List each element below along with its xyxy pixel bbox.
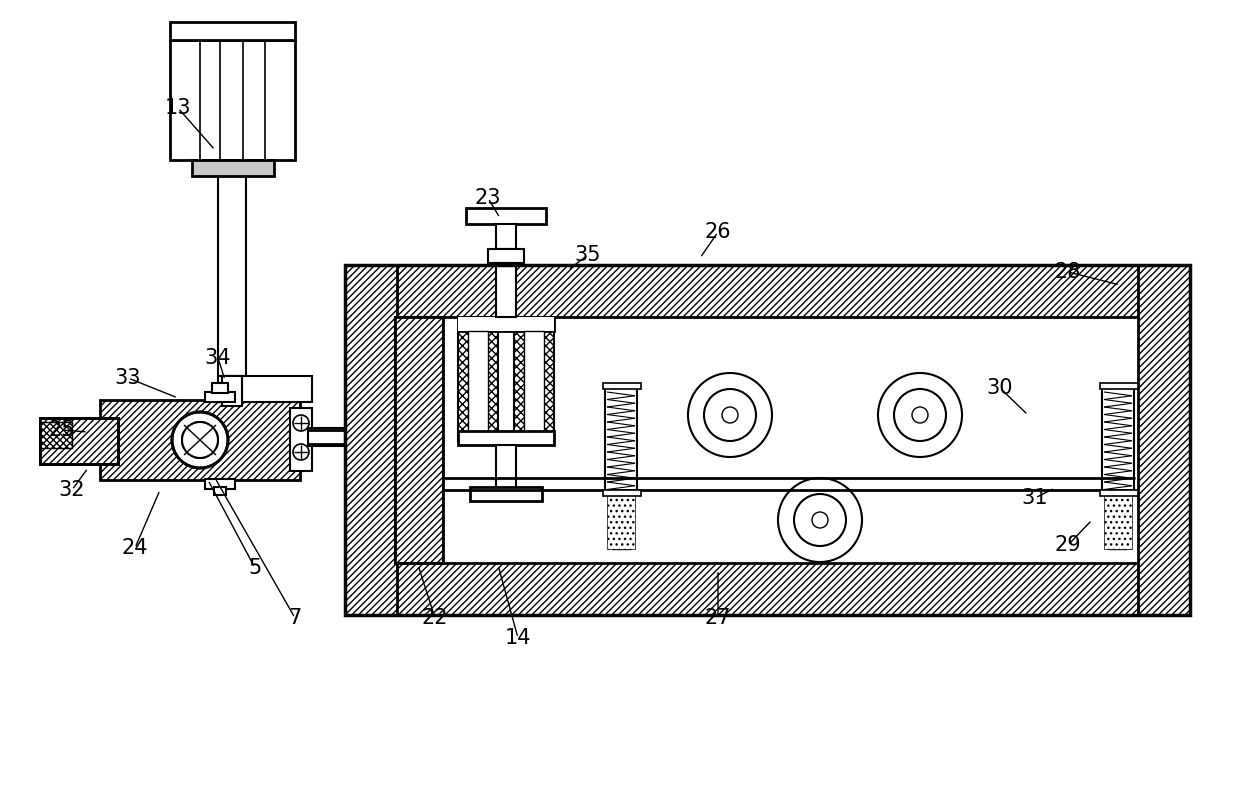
Text: 28: 28 [1055,262,1081,282]
Circle shape [911,407,928,423]
Bar [396,317,443,563]
Bar [515,331,554,441]
Bar [40,422,72,448]
Circle shape [777,478,862,562]
Bar [345,563,1190,615]
Bar [467,331,489,441]
Bar [1102,386,1135,494]
Text: 35: 35 [575,245,601,265]
Text: 23: 23 [475,188,501,208]
Bar [170,22,295,40]
Bar [613,494,630,549]
Text: 32: 32 [58,480,86,500]
Bar [608,494,635,549]
Text: 13: 13 [165,98,191,118]
Bar [466,208,546,224]
Bar [345,265,1190,615]
Bar [1138,265,1190,615]
Bar [345,265,1190,317]
Bar [215,487,226,495]
Bar [458,331,498,441]
Bar [205,392,236,402]
Bar [605,386,637,494]
Circle shape [878,373,962,457]
Circle shape [794,494,846,546]
Circle shape [704,389,756,441]
Text: 31: 31 [1022,488,1048,508]
Bar [100,400,300,480]
Bar [396,317,443,563]
Circle shape [812,512,828,528]
Circle shape [894,389,946,441]
Circle shape [293,444,309,460]
Text: 24: 24 [122,538,149,558]
Circle shape [182,422,218,458]
Bar [496,263,516,317]
Bar [40,418,118,464]
Text: 29: 29 [1055,535,1081,555]
Bar [345,265,397,615]
Text: 25: 25 [48,420,76,440]
Text: 34: 34 [205,348,231,368]
Text: 26: 26 [704,222,732,242]
Bar [218,176,246,376]
Bar [212,383,228,393]
Bar [1100,490,1138,496]
Text: 30: 30 [987,378,1013,398]
Text: 5: 5 [248,558,262,578]
Bar [458,317,554,331]
Bar [603,383,641,389]
Text: 33: 33 [115,368,141,388]
Circle shape [722,407,738,423]
Bar [496,445,516,495]
Bar [470,487,542,501]
Bar [218,376,312,402]
Bar [1109,494,1127,549]
Circle shape [172,412,228,468]
Text: 22: 22 [422,608,448,628]
Text: 14: 14 [505,628,531,648]
Bar [205,479,236,489]
Bar [603,490,641,496]
Bar [222,376,242,406]
Bar [40,418,118,464]
Text: 27: 27 [704,608,732,628]
Text: 7: 7 [289,608,301,628]
Circle shape [293,415,309,431]
Bar [170,40,295,160]
Bar [184,422,217,458]
Bar [1104,494,1132,549]
Bar [290,408,312,471]
Bar [489,249,525,263]
Bar [458,431,554,445]
Bar [192,160,274,176]
Bar [496,224,516,249]
Bar [1100,383,1138,389]
Circle shape [688,373,773,457]
Bar [308,428,345,446]
Bar [458,317,554,331]
Bar [525,331,544,441]
